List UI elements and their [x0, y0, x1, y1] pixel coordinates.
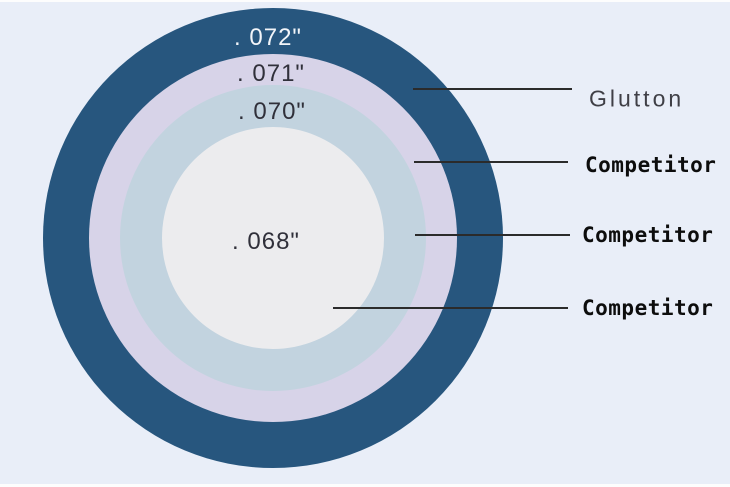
label-competitor-2: Competitor — [582, 223, 714, 247]
bottom-border-strip — [0, 484, 730, 487]
measurement-072: . 072" — [234, 24, 302, 51]
leader-line-glutton — [413, 88, 572, 90]
label-competitor-3: Competitor — [582, 296, 714, 320]
leader-line-competitor-1 — [414, 161, 568, 163]
top-border-strip — [0, 0, 730, 2]
ring-068-competitor — [162, 127, 384, 349]
leader-line-competitor-2 — [415, 234, 570, 236]
label-competitor-1: Competitor — [585, 153, 717, 177]
leader-line-competitor-3 — [333, 307, 568, 309]
measurement-071: . 071" — [237, 60, 305, 87]
measurement-068: . 068" — [232, 228, 300, 255]
label-glutton: Glutton — [589, 85, 685, 112]
measurement-070: . 070" — [238, 98, 306, 125]
